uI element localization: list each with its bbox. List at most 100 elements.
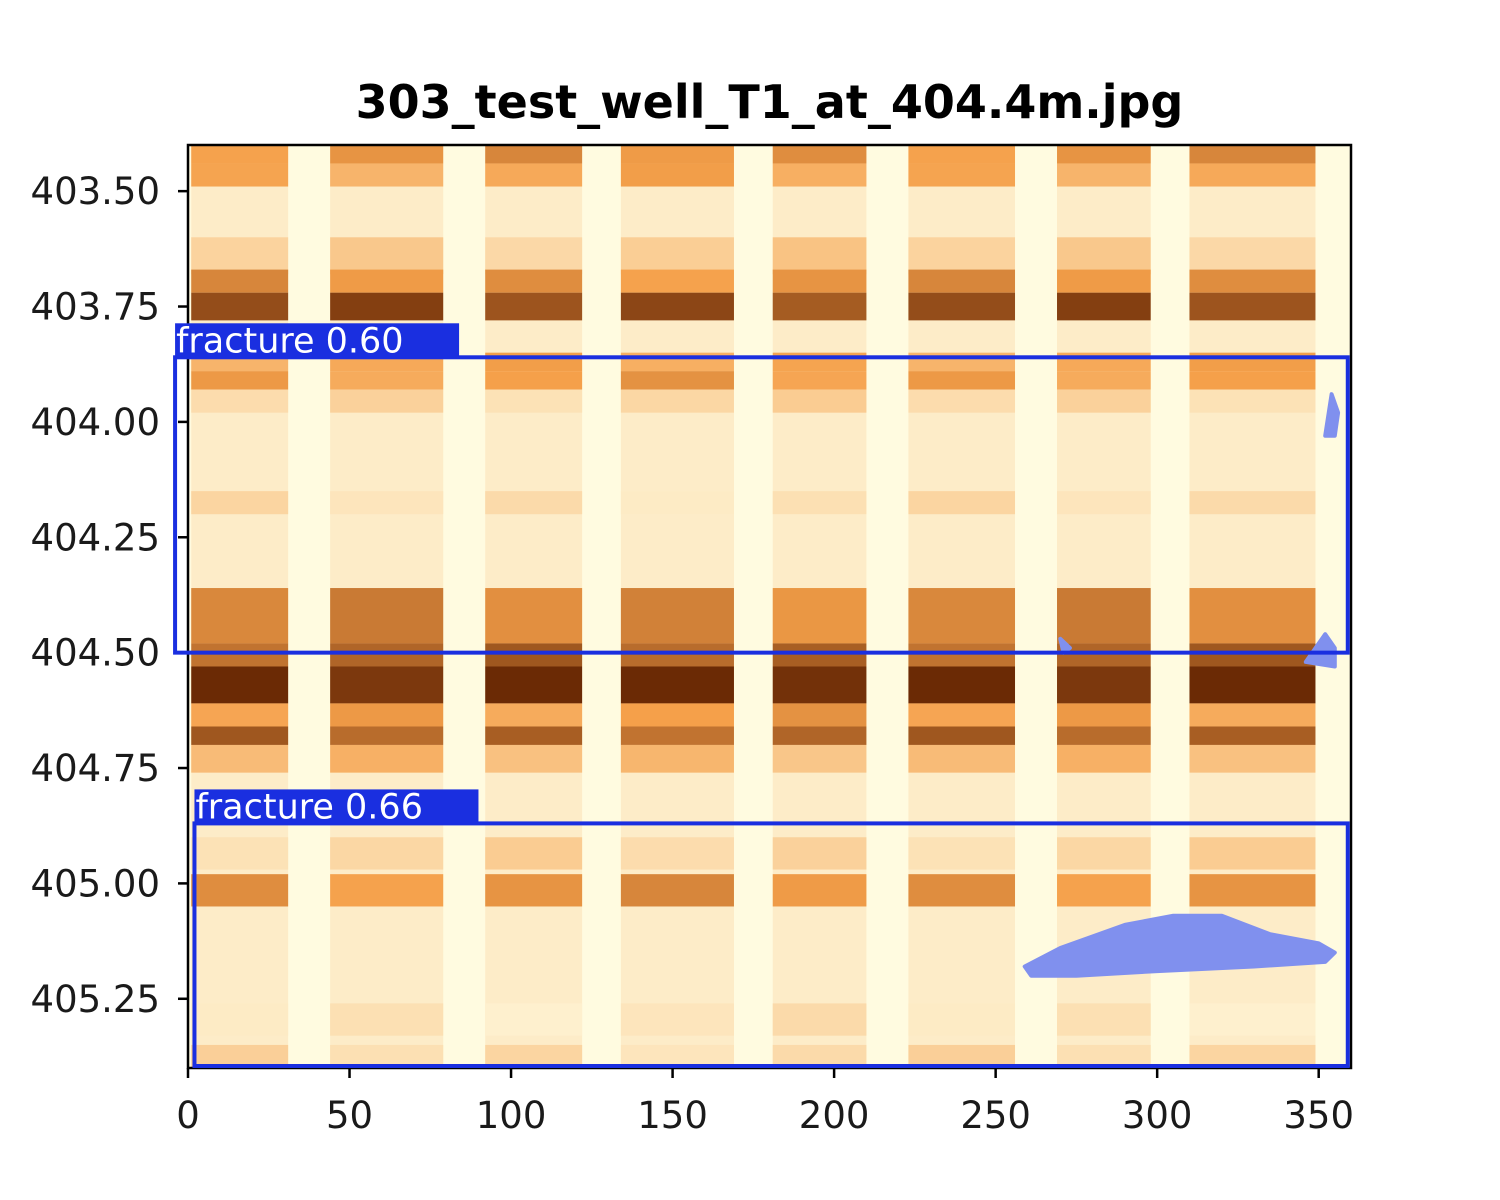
strip-7-band-7: [1189, 389, 1316, 413]
strip-3-band-7: [620, 389, 734, 413]
strip-3-band-11: [620, 666, 734, 704]
strip-5-band-4: [908, 292, 1016, 321]
strip-4-band-12: [772, 703, 867, 727]
strip-5-band-12: [908, 703, 1016, 727]
strip-5-band-1: [908, 163, 1016, 187]
strip-5-band-7: [908, 389, 1016, 413]
strip-0-band-3: [191, 269, 289, 293]
strip-0-band-15: [191, 837, 289, 870]
strip-3-band-10: [620, 643, 734, 667]
x-tick-label-2: 100: [476, 1094, 547, 1137]
strip-6-band-11: [1057, 666, 1151, 704]
strip-3-band-4: [620, 292, 734, 321]
chart-title: 303_test_well_T1_at_404.4m.jpg: [355, 75, 1184, 129]
strip-1-band-14: [330, 744, 444, 773]
strip-7-band-16: [1189, 874, 1316, 907]
strip-6-band-18: [1057, 1044, 1151, 1068]
x-tick-label-5: 250: [960, 1094, 1031, 1137]
strip-2-band-10: [485, 643, 583, 667]
strip-0-band-8: [191, 491, 289, 515]
fracture-mask-1: [1058, 636, 1072, 655]
strip-7-band-15: [1189, 837, 1316, 870]
strip-1-band-4: [330, 292, 444, 321]
y-tick-label-0: 403.50: [31, 170, 160, 213]
strip-0-band-16: [191, 874, 289, 907]
strip-3-band-18: [620, 1044, 734, 1068]
strip-7-band-8: [1189, 491, 1316, 515]
strip-4-band-3: [772, 269, 867, 293]
strip-5-band-6: [908, 371, 1016, 390]
strip-7-band-12: [1189, 703, 1316, 727]
strip-4-band-0: [772, 145, 867, 164]
strip-7-band-18: [1189, 1044, 1316, 1068]
strip-3-band-8: [620, 491, 734, 515]
strip-3-band-17: [620, 1003, 734, 1036]
strip-4-band-13: [772, 726, 867, 745]
strip-2-band-12: [485, 703, 583, 727]
strip-4-band-1: [772, 163, 867, 187]
strip-1-band-12: [330, 703, 444, 727]
strip-2-band-15: [485, 837, 583, 870]
strip-2-band-18: [485, 1044, 583, 1068]
strip-7-band-1: [1189, 163, 1316, 187]
strip-6-band-6: [1057, 371, 1151, 390]
strip-1-band-8: [330, 491, 444, 515]
strip-5-band-14: [908, 744, 1016, 773]
strip-3-band-6: [620, 371, 734, 390]
strip-2-band-11: [485, 666, 583, 704]
strip-7-band-13: [1189, 726, 1316, 745]
y-tick-label-2: 404.00: [31, 401, 160, 444]
x-tick-label-3: 150: [637, 1094, 708, 1137]
strip-4-band-18: [772, 1044, 867, 1068]
strip-3-band-1: [620, 163, 734, 187]
strip-4-band-8: [772, 491, 867, 515]
strip-7-band-4: [1189, 292, 1316, 321]
strip-7-band-14: [1189, 744, 1316, 773]
strip-5-band-2: [908, 237, 1016, 275]
x-tick-label-4: 200: [799, 1094, 870, 1137]
strip-5-band-15: [908, 837, 1016, 870]
detection-boxes: fracture 0.60 fracture 0.66: [173, 321, 1350, 1069]
strip-3-band-0: [620, 145, 734, 164]
strip-3-band-13: [620, 726, 734, 745]
strip-6-band-2: [1057, 237, 1151, 275]
strip-4-band-15: [772, 837, 867, 870]
detection-label-bg-1: [194, 789, 479, 824]
strip-7-band-10: [1189, 643, 1316, 667]
strip-0-band-4: [191, 292, 289, 321]
strip-2-band-1: [485, 163, 583, 187]
detection-label-bg-0: [175, 323, 460, 358]
y-tick-label-1: 403.75: [31, 286, 160, 329]
strip-1-band-9: [330, 588, 444, 644]
heatmap-image: [188, 145, 1351, 1068]
strip-7-band-2: [1189, 237, 1316, 275]
strip-6-band-17: [1057, 1003, 1151, 1036]
strip-0-band-13: [191, 726, 289, 745]
strip-6-band-14: [1057, 744, 1151, 773]
strip-7-band-9: [1189, 588, 1316, 644]
y-tick-label-5: 404.75: [31, 747, 160, 790]
strip-6-band-0: [1057, 145, 1151, 164]
strip-6-band-8: [1057, 491, 1151, 515]
strip-0-band-2: [191, 237, 289, 275]
strip-1-band-11: [330, 666, 444, 704]
strip-1-band-17: [330, 1003, 444, 1036]
fracture-mask-0: [1323, 392, 1341, 438]
strip-7-band-11: [1189, 666, 1316, 704]
strip-6-band-9: [1057, 588, 1151, 644]
strip-6-band-7: [1057, 389, 1151, 413]
strip-5-band-11: [908, 666, 1016, 704]
x-tick-label-0: 0: [176, 1094, 200, 1137]
strip-5-band-18: [908, 1044, 1016, 1068]
strip-0-band-17: [191, 1003, 289, 1036]
strip-0-band-14: [191, 744, 289, 773]
strip-1-band-2: [330, 237, 444, 275]
strip-0-band-12: [191, 703, 289, 727]
x-tick-label-1: 50: [326, 1094, 373, 1137]
strip-5-band-8: [908, 491, 1016, 515]
strip-1-band-6: [330, 371, 444, 390]
strip-2-band-7: [485, 389, 583, 413]
detection-box-1: [192, 821, 1350, 1069]
strip-2-band-9: [485, 588, 583, 644]
